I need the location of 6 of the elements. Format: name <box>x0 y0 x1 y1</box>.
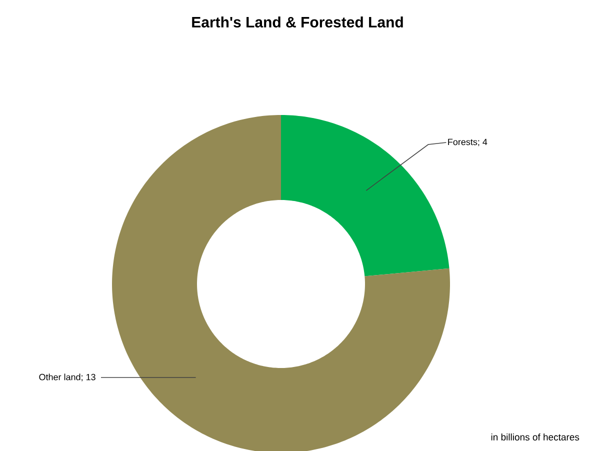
data-label: ; 4 <box>478 138 488 146</box>
chart-title: Earth's Land & Forested Land <box>192 16 403 28</box>
text: in billions of hectares <box>491 434 580 440</box>
slice-label: Other land <box>39 374 80 380</box>
data-label: ; 13 <box>82 374 96 382</box>
slice-label: Forests <box>448 138 478 146</box>
